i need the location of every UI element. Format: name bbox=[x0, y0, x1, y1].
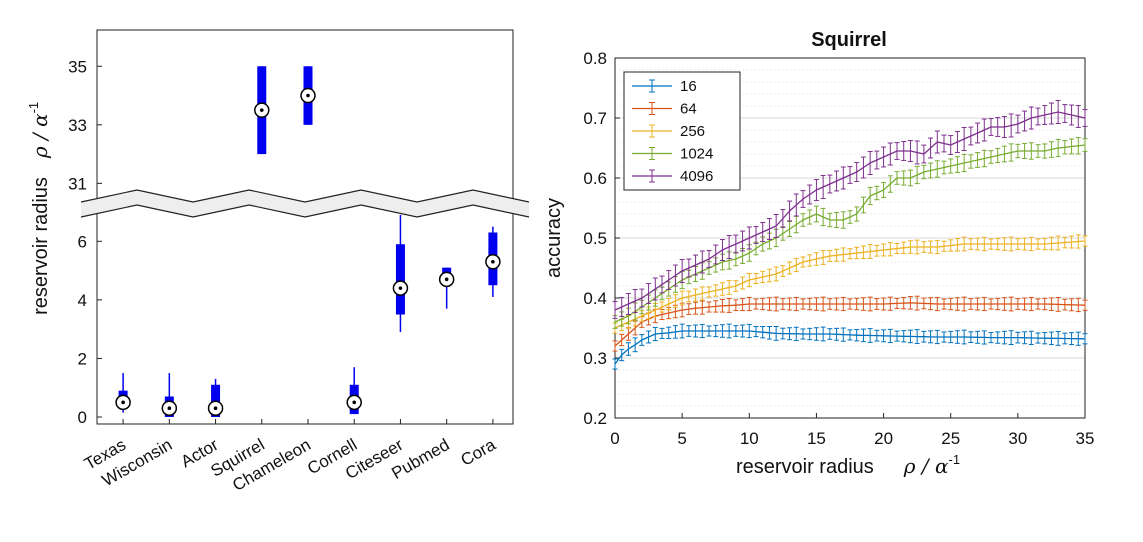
right-ytick-label: 0.6 bbox=[583, 169, 607, 188]
right-xlabel-text: reservoir radius bbox=[736, 456, 874, 478]
left-xtick-label-cora: Cora bbox=[457, 435, 499, 470]
axis-break-bottom-line bbox=[80, 204, 530, 218]
right-xtick-label: 5 bbox=[677, 429, 686, 448]
svg-text:ρ / α-1: ρ / α-1 bbox=[26, 102, 52, 159]
axis-break-band bbox=[81, 190, 529, 217]
left-ytick-label: 33 bbox=[68, 116, 87, 135]
right-xtick-label: 15 bbox=[807, 429, 826, 448]
right-linechart: Squirrel 0.2 0.3 0.4 0.5 0.6 0.7 0.8 0 5 10 15 20 25… bbox=[543, 29, 1094, 478]
box-median-dot-wisconsin bbox=[167, 406, 172, 411]
right-xlabel-exp: -1 bbox=[948, 452, 960, 467]
legend-label-1024: 1024 bbox=[680, 146, 713, 163]
left-plot-frame bbox=[96, 29, 514, 425]
box-median-dot-cora bbox=[491, 259, 495, 264]
right-ytick-label: 0.7 bbox=[583, 109, 607, 128]
left-ylabel-symbol: ρ / α bbox=[28, 113, 52, 159]
left-ytick-label: 2 bbox=[78, 349, 87, 368]
right-ytick-label: 0.8 bbox=[583, 49, 607, 68]
left-ytick-label: 6 bbox=[78, 232, 87, 251]
box-median-dot-pubmed bbox=[444, 277, 449, 282]
left-ylabel-text: reservoir radius bbox=[30, 177, 52, 315]
series-4096 bbox=[612, 100, 1088, 319]
series-256 bbox=[612, 234, 1088, 334]
right-ytick-label: 0.2 bbox=[583, 409, 607, 428]
box-median-dot-citeseer bbox=[398, 286, 403, 290]
right-ytick-label: 0.4 bbox=[583, 289, 607, 308]
box-median-dot-cornell bbox=[352, 400, 357, 405]
left-ytick-label: 31 bbox=[68, 174, 87, 193]
legend-label-64: 64 bbox=[680, 101, 697, 118]
right-ylabel: accuracy bbox=[543, 198, 565, 278]
axis-break-top-line bbox=[80, 189, 530, 203]
right-xtick-label: 30 bbox=[1008, 429, 1027, 448]
box-iqr-citeseer bbox=[395, 244, 405, 315]
right-xtick-label: 35 bbox=[1076, 429, 1095, 448]
left-ytick-label: 35 bbox=[68, 57, 87, 76]
left-ylabel-exp: -1 bbox=[26, 102, 41, 114]
left-ytick-label: 4 bbox=[78, 291, 87, 310]
right-xtick-label: 0 bbox=[610, 429, 619, 448]
right-ytick-label: 0.5 bbox=[583, 229, 607, 248]
right-xtick-label: 25 bbox=[941, 429, 960, 448]
right-title: Squirrel bbox=[811, 29, 887, 51]
legend-label-4096: 4096 bbox=[680, 168, 713, 185]
right-xlabel-symbol: ρ / α bbox=[903, 454, 949, 478]
legend-label-16: 16 bbox=[680, 78, 697, 95]
right-xtick-label: 10 bbox=[740, 429, 759, 448]
box-median-dot-actor bbox=[213, 406, 218, 411]
box-median-dot-chameleon bbox=[306, 93, 310, 98]
box-median-dot-squirrel bbox=[259, 108, 264, 112]
series-16 bbox=[612, 323, 1088, 370]
right-xtick-label: 20 bbox=[874, 429, 893, 448]
legend-label-256: 256 bbox=[680, 123, 705, 140]
left-ytick-label: 0 bbox=[78, 408, 87, 427]
box-median-dot-texas bbox=[121, 400, 125, 405]
right-ytick-label: 0.3 bbox=[583, 349, 607, 368]
